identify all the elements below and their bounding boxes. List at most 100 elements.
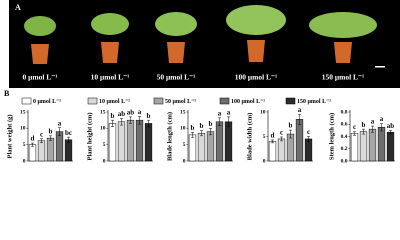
error-bar (31, 142, 34, 147)
y-tick-label: 0.4 (341, 134, 348, 140)
significance-letter: a (218, 109, 222, 117)
y-axis-label: Plant weight (g) (6, 114, 13, 158)
bar (368, 128, 377, 162)
y-tick-label: 0 (23, 158, 26, 164)
significance-letter: d (31, 135, 35, 143)
legend-swatch (285, 97, 296, 105)
bar (304, 138, 313, 162)
legend-label: 50 μmol L⁻¹ (165, 99, 196, 105)
error-bar (389, 130, 392, 135)
y-tick-label: 15 (180, 109, 186, 115)
bar (37, 140, 46, 162)
bar (188, 134, 197, 162)
bar (46, 137, 55, 162)
plant (24, 16, 56, 64)
legend: 0 μmol L⁻¹ 10 μmol L⁻¹ 50 μmol L⁻¹ 100 μmol… (21, 97, 331, 105)
significance-letter: b (111, 112, 115, 120)
y-axis-label: Blade width (cm) (246, 113, 253, 161)
plant (226, 5, 286, 62)
y-tick-label: 5 (23, 142, 26, 148)
error-bar (120, 118, 123, 126)
significance-letter: b (209, 120, 213, 128)
y-tick-label: 0.0 (341, 158, 348, 164)
significance-letter: a (138, 108, 142, 116)
error-bar (289, 129, 292, 139)
photo-caption: 150 μmol L⁻¹ (322, 73, 365, 82)
bar (64, 139, 73, 162)
y-tick-label: 10 (100, 126, 106, 132)
significance-letter: ab (118, 110, 126, 118)
plant (155, 12, 197, 63)
panel-label: B (4, 89, 10, 98)
error-bar (227, 116, 230, 127)
significance-letter: c (353, 123, 356, 131)
significance-letter: b (362, 121, 366, 129)
panel-label: A (15, 3, 21, 12)
y-axis-label: Stem length (cm) (328, 113, 335, 160)
plant-photos (24, 5, 385, 68)
legend-swatch (153, 97, 164, 105)
bar (377, 127, 386, 162)
significance-letter: c (40, 130, 43, 138)
bar (350, 133, 359, 162)
bar (28, 144, 37, 162)
error-bar (271, 139, 274, 144)
y-tick-label: 5 (103, 142, 106, 148)
error-bar (58, 127, 61, 136)
significance-letter: a (371, 118, 375, 126)
y-tick-label: 0 (263, 158, 266, 164)
significance-letter: a (58, 119, 62, 127)
y-axis-label: Blade length (cm) (166, 112, 173, 161)
error-bar (49, 135, 52, 141)
photo-caption: 100 μmol L⁻¹ (235, 73, 278, 82)
plant (309, 12, 385, 68)
significance-letter: a (380, 115, 384, 123)
legend-label: 0 μmol L⁻¹ (33, 99, 61, 105)
error-bar (40, 138, 43, 143)
y-tick-label: 10 (20, 126, 26, 132)
bar (197, 132, 206, 162)
legend-swatch (87, 97, 98, 105)
error-bar (362, 128, 365, 135)
significance-letter: b (200, 122, 204, 130)
y-tick-label: 10 (180, 126, 186, 132)
plant (91, 13, 129, 63)
bar (295, 119, 304, 162)
photo-caption: 50 μmol L⁻¹ (157, 73, 196, 82)
legend-label: 100 μmol L⁻¹ (231, 99, 265, 105)
bar (206, 131, 215, 162)
y-tick-label: 0.2 (341, 146, 348, 152)
significance-letter: b (191, 124, 195, 132)
bar (224, 121, 233, 162)
legend-swatch (219, 97, 230, 105)
error-bar (129, 116, 132, 124)
error-bar (298, 114, 301, 125)
bar (117, 121, 126, 162)
significance-letter: a (298, 106, 302, 114)
y-tick-label: 0 (183, 158, 186, 164)
bar (359, 131, 368, 162)
error-bar (280, 136, 283, 142)
bar (277, 138, 286, 162)
legend-label: 10 μmol L⁻¹ (99, 99, 130, 105)
significance-letter: c (280, 129, 283, 137)
significance-letter: ab (127, 109, 135, 117)
significance-letter: bc (65, 129, 72, 137)
error-bar (380, 123, 383, 132)
bar (55, 131, 64, 162)
error-bar (218, 117, 221, 126)
legend-label: 150 μmol L⁻¹ (297, 99, 331, 105)
error-bar (307, 136, 310, 142)
bar (215, 121, 224, 162)
y-tick-label: 0 (103, 158, 106, 164)
y-tick-label: 15 (20, 109, 26, 115)
error-bar (147, 119, 150, 127)
bar (108, 123, 117, 162)
y-tick-label: 5 (183, 142, 186, 148)
y-tick-label: 0.6 (341, 122, 348, 128)
error-bar (111, 119, 114, 127)
error-bar (138, 115, 141, 125)
photo-caption: 10 μmol L⁻¹ (91, 73, 130, 82)
bar (386, 131, 395, 162)
